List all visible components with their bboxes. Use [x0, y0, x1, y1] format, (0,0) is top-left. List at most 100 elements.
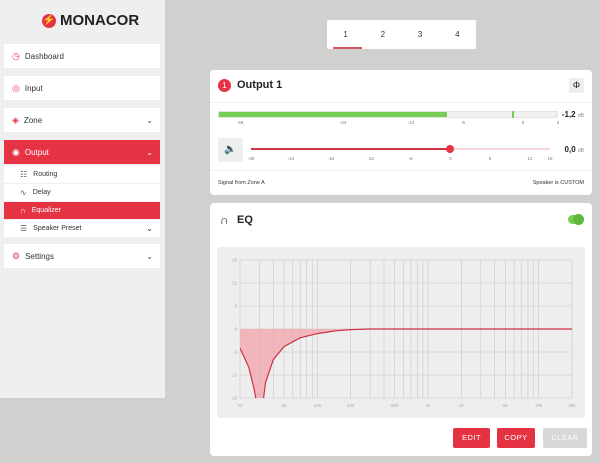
y-tick-label: -12 — [230, 373, 237, 378]
y-tick-label: -18 — [230, 396, 237, 401]
gain-tick: -6 — [408, 156, 413, 161]
meter-tick: -6 — [460, 120, 466, 125]
label: Settings — [25, 251, 54, 261]
x-tick-label: 1k — [426, 403, 432, 408]
signal-source: Signal from Zone A — [218, 180, 265, 186]
mute-button[interactable]: 🔈 — [218, 138, 243, 162]
gain-tick: 0 — [449, 156, 452, 161]
gain-slider-handle[interactable] — [446, 145, 455, 153]
settings-icon: ⚙ — [12, 250, 21, 261]
label: Equalizer — [31, 207, 61, 214]
meter-tick: -48 — [236, 120, 244, 125]
gain-value-number: 0,0 — [564, 145, 576, 154]
clear-button[interactable]: CLEAR — [543, 428, 587, 448]
y-tick-label: 6 — [234, 304, 237, 309]
input-icon: ◎ — [12, 82, 20, 93]
chevron-down-icon: ⌄ — [146, 115, 153, 125]
monacor-logo: ⚡ MONACOR — [42, 12, 139, 29]
x-tick-label: 2k — [459, 403, 465, 408]
divider — [210, 102, 592, 103]
y-tick-label: 18 — [232, 258, 238, 263]
divider — [210, 170, 592, 171]
eq-curve-fill — [240, 329, 572, 398]
label: Zone — [23, 115, 43, 125]
x-tick-label: 20 — [237, 403, 243, 408]
unit: dB — [577, 148, 584, 154]
gain-tick: 15 — [547, 156, 553, 161]
sliders-icon: ☰ — [20, 224, 28, 233]
meter-value: -1,2 dB — [562, 110, 584, 119]
x-tick-label: 5k — [503, 403, 509, 408]
copy-button[interactable]: COPY — [497, 428, 535, 448]
sidebar-item-zone[interactable]: ◈ Zone ⌄ — [4, 108, 160, 132]
x-tick-label: 200 — [347, 403, 355, 408]
y-tick-label: 0 — [234, 327, 237, 332]
output-tabs: 1 2 3 4 — [327, 20, 476, 49]
edit-button[interactable]: EDIT — [453, 428, 490, 448]
brand-name: MONACOR — [60, 12, 140, 29]
logo-icon: ⚡ — [42, 13, 56, 28]
meter-value-number: -1,2 — [561, 110, 576, 119]
meter-tick: 3 — [556, 120, 560, 125]
unit: dB — [577, 113, 584, 119]
routing-icon: ☷ — [20, 170, 28, 179]
sidebar-sub-routing[interactable]: ☷ Routing — [4, 166, 160, 183]
sidebar-item-output[interactable]: ◉ Output ⌄ — [4, 140, 160, 164]
gain-value: 0,0 dB — [565, 145, 584, 154]
tab-4[interactable]: 4 — [455, 30, 460, 39]
chevron-down-icon: ⌄ — [146, 251, 153, 261]
dashboard-icon: ◷ — [12, 50, 20, 61]
eq-title: EQ — [237, 214, 253, 226]
chevron-down-icon: ⌄ — [146, 224, 153, 233]
zone-icon: ◈ — [12, 114, 19, 125]
eq-card: ∩ EQ 18 12 6 0 -6 -12 -18 20 50 100 200 500 1k 2k 5k 10… — [210, 203, 592, 456]
tab-3[interactable]: 3 — [417, 30, 423, 39]
level-meter — [218, 111, 558, 118]
gain-tick: -18 — [327, 156, 334, 161]
tab-2[interactable]: 2 — [380, 30, 386, 39]
speaker-icon: 🔈 — [224, 144, 237, 155]
sidebar-item-input[interactable]: ◎ Input — [4, 76, 160, 100]
label: Output — [24, 147, 49, 157]
output-icon: ◉ — [12, 146, 20, 157]
meter-tick: -12 — [407, 120, 415, 125]
eq-plot[interactable]: 18 12 6 0 -6 -12 -18 20 50 100 200 500 1k 2k 5k 10k 20k — [217, 247, 585, 418]
x-tick-label: 10k — [535, 403, 543, 408]
sidebar: ⚡ MONACOR ◷ Dashboard ◎ Input ◈ Zone ⌄ ◉ Outpu… — [0, 0, 165, 398]
gain-slider-fill — [251, 148, 451, 150]
output-card: 1 Output 1 Φ -48 -24 -12 -6 0 3 -1,2 dB 🔈 -30… — [210, 70, 592, 195]
gain-tick: -30 — [247, 156, 255, 161]
sidebar-sub-delay[interactable]: ∿ Delay — [4, 184, 160, 201]
gain-tick: -12 — [367, 156, 374, 161]
x-tick-label: 500 — [391, 403, 399, 408]
gain-slider[interactable] — [251, 145, 550, 153]
label: Input — [24, 83, 43, 93]
x-tick-label: 20k — [568, 403, 576, 408]
gain-tick: 12 — [527, 156, 533, 161]
label: Routing — [33, 171, 58, 178]
output-title: Output 1 — [237, 79, 283, 91]
eq-curve — [240, 328, 572, 398]
speaker-status: Speaker is CUSTOM — [532, 180, 584, 186]
eq-enable-toggle[interactable] — [568, 214, 584, 225]
gain-tick: -24 — [287, 156, 295, 161]
sidebar-sub-equalizer[interactable]: ∩ Equalizer — [4, 202, 160, 219]
x-tick-label: 50 — [282, 403, 288, 408]
x-tick-label: 100 — [314, 403, 322, 408]
eq-icon: ∩ — [220, 213, 229, 227]
sidebar-item-dashboard[interactable]: ◷ Dashboard — [4, 44, 160, 68]
peak-marker — [512, 111, 514, 118]
label: Dashboard — [24, 51, 64, 61]
label: Speaker Preset — [33, 225, 82, 232]
sidebar-item-settings[interactable]: ⚙ Settings ⌄ — [4, 244, 160, 268]
meter-tick: 0 — [521, 120, 525, 125]
level-meter-fill — [219, 112, 447, 117]
phase-invert-button[interactable]: Φ — [569, 78, 584, 93]
meter-tick: -24 — [339, 120, 347, 125]
y-tick-label: 12 — [232, 281, 238, 286]
gain-tick: 6 — [488, 156, 492, 161]
tab-1[interactable]: 1 — [327, 20, 364, 49]
sidebar-sub-speaker-preset[interactable]: ☰ Speaker Preset ⌄ — [4, 220, 160, 237]
chevron-down-icon: ⌄ — [146, 147, 153, 157]
